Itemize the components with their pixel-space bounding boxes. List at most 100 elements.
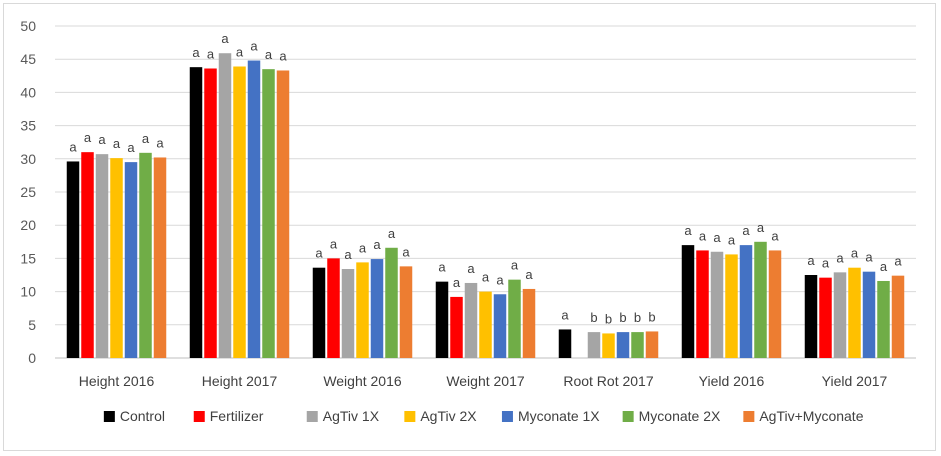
bars: [66, 53, 905, 358]
x-category-label: Weight 2017: [446, 373, 525, 389]
bar: [464, 282, 478, 358]
significance-label: a: [525, 267, 533, 282]
significance-label: a: [865, 250, 873, 265]
bar: [479, 291, 492, 358]
bar: [493, 294, 507, 358]
legend-label: AgTiv+Myconate: [759, 408, 863, 424]
legend-label: AgTiv 1X: [323, 408, 380, 424]
bar: [327, 258, 340, 358]
significance-label: a: [438, 260, 446, 275]
significance-label: a: [127, 140, 135, 155]
y-tick-label: 20: [20, 217, 36, 233]
significance-label: b: [648, 309, 655, 324]
significance-label: a: [221, 31, 229, 46]
significance-label: a: [713, 230, 721, 245]
bar: [435, 281, 449, 358]
significance-label: a: [496, 272, 504, 287]
significance-label: a: [402, 244, 410, 259]
significance-label: b: [605, 311, 612, 326]
y-axis: 0 5 10 15 20 25 30 35 40 45 50: [20, 18, 36, 366]
significance-label: a: [315, 246, 323, 261]
significance-label: a: [771, 228, 779, 243]
y-tick-label: 35: [20, 118, 36, 134]
significance-label: b: [634, 310, 641, 325]
x-category-label: Height 2016: [79, 373, 155, 389]
y-tick-label: 0: [28, 350, 36, 366]
bar: [508, 279, 521, 358]
bar: [819, 277, 832, 358]
bar: [139, 152, 152, 358]
legend-swatch: [306, 411, 318, 422]
bar: [233, 66, 246, 358]
significance-label: a: [880, 259, 888, 274]
bar: [848, 267, 861, 358]
y-tick-label: 10: [20, 284, 36, 300]
significance-label: a: [373, 237, 381, 252]
significance-label: b: [619, 310, 626, 325]
legend-label: Myconate 1X: [518, 408, 600, 424]
significance-label: a: [236, 45, 244, 60]
significance-label: a: [822, 256, 830, 271]
significance-label: a: [742, 223, 750, 238]
significance-label: a: [511, 258, 519, 273]
x-category-label: Root Rot 2017: [563, 373, 653, 389]
legend-swatch: [501, 411, 513, 422]
significance-label: a: [265, 47, 273, 62]
significance-label: b: [590, 310, 597, 325]
x-category-label: Weight 2016: [323, 373, 402, 389]
y-tick-label: 15: [20, 250, 36, 266]
x-category-label: Yield 2017: [822, 373, 888, 389]
y-tick-label: 40: [20, 84, 36, 100]
significance-label: a: [156, 135, 164, 150]
y-tick-label: 5: [28, 317, 36, 333]
bar: [312, 267, 326, 358]
legend-swatch: [622, 411, 634, 422]
bar: [804, 275, 818, 358]
y-tick-label: 50: [20, 18, 36, 34]
significance-label: a: [250, 39, 258, 54]
significance-label: a: [84, 130, 92, 145]
bar: [833, 272, 847, 358]
significance-label: a: [279, 48, 287, 63]
bar: [399, 266, 413, 358]
bar: [862, 271, 876, 358]
legend-label: AgTiv 2X: [420, 408, 477, 424]
legend-label: Myconate 2X: [639, 408, 721, 424]
significance-label: a: [388, 226, 396, 241]
bar: [247, 60, 261, 358]
bar: [616, 332, 630, 358]
significance-label: a: [330, 236, 338, 251]
bar: [95, 154, 109, 358]
significance-label: a: [757, 220, 765, 235]
significance-label: a: [207, 46, 215, 61]
significance-label: a: [453, 275, 461, 290]
bar: [341, 269, 355, 358]
bar: [891, 275, 905, 358]
significance-label: a: [836, 250, 844, 265]
bar: [385, 247, 398, 358]
legend-swatch: [103, 411, 115, 422]
significance-label: a: [113, 136, 121, 151]
significance-label: a: [142, 131, 150, 146]
significance-label: a: [344, 247, 352, 262]
bar: [450, 296, 463, 358]
bar: [218, 53, 232, 358]
legend: Control Fertilizer AgTiv 1X AgTiv 2X Myconat…: [103, 408, 864, 424]
significance-label: a: [851, 246, 859, 261]
x-axis: Height 2016 Height 2017 Weight 2016 Weight …: [79, 373, 888, 389]
bar: [696, 250, 709, 358]
significance-label: a: [728, 232, 736, 247]
bar: [356, 262, 369, 358]
x-category-label: Yield 2016: [699, 373, 765, 389]
bar: [710, 251, 724, 358]
bar: [124, 162, 138, 358]
x-category-label: Height 2017: [202, 373, 278, 389]
bar: [645, 331, 659, 358]
bar: [587, 332, 601, 358]
significance-label: a: [699, 228, 707, 243]
legend-swatch: [404, 411, 416, 422]
bar: [725, 254, 738, 358]
legend-label: Fertilizer: [210, 408, 264, 424]
